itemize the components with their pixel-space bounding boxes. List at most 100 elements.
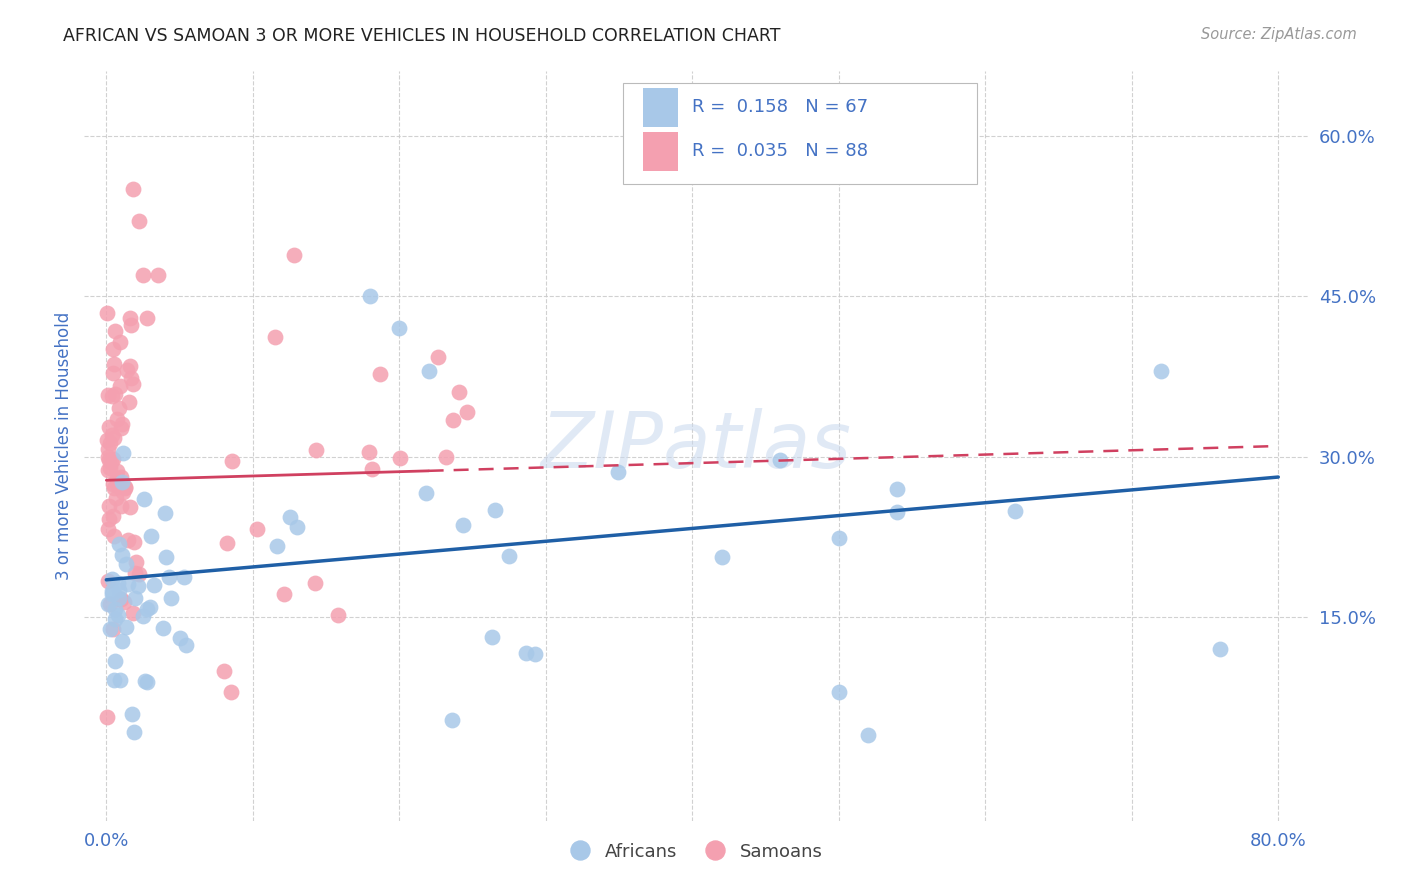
- Point: [111, 475, 134, 489]
- Y-axis label: 3 or more Vehicles in Household: 3 or more Vehicles in Household: [55, 312, 73, 580]
- Point: [100, 597, 122, 611]
- Point: [115, 363, 138, 377]
- Point: [97, 463, 120, 477]
- Point: [98, 452, 121, 467]
- Point: [112, 595, 135, 609]
- Point: [96, 710, 118, 724]
- Point: [112, 446, 135, 460]
- Point: [100, 455, 122, 469]
- Text: Source: ZipAtlas.com: Source: ZipAtlas.com: [1201, 27, 1357, 42]
- Point: [115, 620, 138, 634]
- Point: [710, 549, 733, 564]
- Point: [105, 476, 128, 491]
- Point: [101, 509, 124, 524]
- Point: [97, 419, 120, 434]
- Point: [264, 330, 287, 344]
- Point: [132, 491, 155, 506]
- Point: [169, 631, 191, 645]
- Point: [104, 612, 127, 626]
- Point: [111, 549, 134, 563]
- Point: [523, 647, 546, 661]
- Point: [136, 310, 159, 325]
- Point: [104, 324, 127, 338]
- Point: [100, 572, 122, 586]
- Point: [97, 598, 120, 612]
- Point: [98, 500, 121, 514]
- Point: [103, 481, 125, 495]
- Point: [388, 321, 411, 335]
- Point: [108, 379, 131, 393]
- Point: [280, 510, 302, 524]
- Point: [134, 673, 156, 688]
- Point: [127, 579, 149, 593]
- Point: [100, 427, 122, 442]
- Point: [856, 728, 879, 742]
- Point: [105, 491, 128, 505]
- Point: [153, 507, 176, 521]
- Legend: Africans, Samoans: Africans, Samoans: [561, 834, 831, 868]
- Point: [108, 401, 131, 415]
- Point: [769, 453, 792, 467]
- Point: [122, 724, 145, 739]
- Point: [120, 371, 142, 385]
- Point: [155, 550, 177, 565]
- Point: [114, 481, 136, 495]
- Point: [360, 462, 382, 476]
- Point: [101, 343, 124, 357]
- Point: [98, 511, 121, 525]
- Point: [212, 664, 235, 678]
- Point: [97, 387, 120, 401]
- Point: [110, 673, 132, 687]
- Point: [515, 646, 537, 660]
- Point: [305, 442, 328, 457]
- FancyBboxPatch shape: [644, 87, 678, 127]
- Point: [100, 389, 122, 403]
- Point: [828, 685, 851, 699]
- Point: [103, 601, 125, 615]
- Point: [120, 359, 142, 373]
- Point: [107, 536, 129, 550]
- Point: [111, 633, 134, 648]
- Point: [108, 582, 131, 597]
- Point: [359, 445, 381, 459]
- Point: [246, 522, 269, 536]
- Point: [426, 350, 449, 364]
- Point: [103, 529, 125, 543]
- Point: [96, 434, 118, 448]
- Point: [368, 368, 391, 382]
- Point: [105, 471, 128, 485]
- Point: [128, 567, 150, 582]
- Text: R =  0.158   N = 67: R = 0.158 N = 67: [692, 98, 869, 116]
- Point: [221, 454, 243, 468]
- Point: [139, 529, 162, 543]
- Point: [97, 574, 120, 588]
- Point: [121, 706, 143, 721]
- Point: [125, 555, 148, 569]
- Point: [108, 591, 131, 606]
- Point: [107, 576, 129, 591]
- Point: [606, 465, 628, 479]
- Point: [886, 505, 908, 519]
- Point: [142, 578, 165, 592]
- Point: [135, 602, 157, 616]
- Point: [103, 357, 125, 371]
- Point: [128, 214, 150, 228]
- Point: [110, 420, 132, 434]
- Point: [111, 417, 134, 431]
- Point: [828, 531, 851, 545]
- Point: [440, 713, 463, 727]
- Point: [451, 517, 474, 532]
- Point: [124, 591, 146, 606]
- Point: [1150, 364, 1173, 378]
- Point: [117, 577, 139, 591]
- Point: [98, 622, 121, 636]
- Point: [121, 377, 143, 392]
- Point: [110, 470, 132, 484]
- Point: [219, 685, 242, 699]
- Point: [283, 248, 305, 262]
- Point: [132, 609, 155, 624]
- Point: [118, 394, 141, 409]
- Point: [98, 435, 121, 450]
- Point: [481, 630, 503, 644]
- Point: [101, 622, 124, 636]
